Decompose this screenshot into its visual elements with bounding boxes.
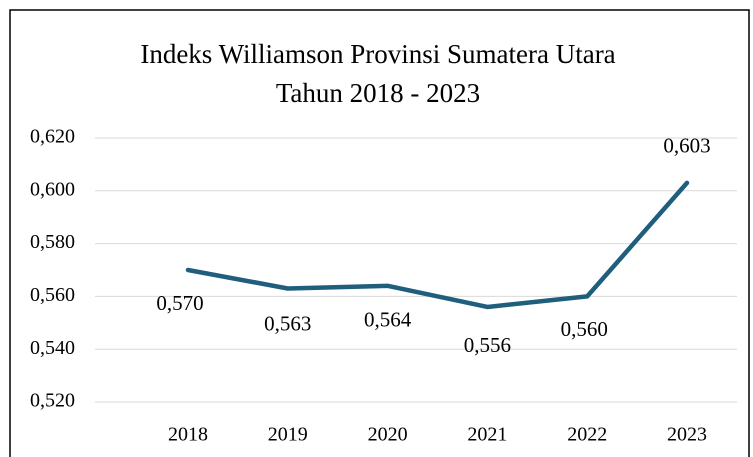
y-tick-label: 0,600 [30, 178, 75, 200]
data-label: 0,603 [663, 134, 710, 158]
chart-title: Tahun 2018 - 2023 [276, 78, 480, 108]
x-tick-label: 2018 [168, 424, 208, 446]
y-tick-label: 0,580 [30, 231, 75, 253]
y-tick-label: 0,620 [30, 126, 75, 148]
x-tick-label: 2022 [567, 424, 607, 446]
data-label: 0,564 [364, 308, 412, 332]
x-tick-label: 2023 [667, 424, 707, 446]
x-tick-label: 2021 [467, 424, 507, 446]
y-tick-label: 0,560 [30, 284, 75, 306]
chart-title: Indeks Williamson Provinsi Sumatera Utar… [140, 39, 615, 69]
data-label: 0,563 [264, 311, 311, 335]
data-label: 0,570 [156, 291, 203, 315]
chart-border [9, 9, 750, 457]
x-tick-label: 2019 [268, 424, 308, 446]
data-label: 0,560 [561, 317, 608, 341]
line [185, 180, 690, 310]
y-tick-label: 0,540 [30, 337, 75, 359]
data-label: 0,556 [464, 333, 511, 357]
x-tick-label: 2020 [368, 424, 408, 446]
y-tick-label: 0,520 [30, 390, 75, 412]
